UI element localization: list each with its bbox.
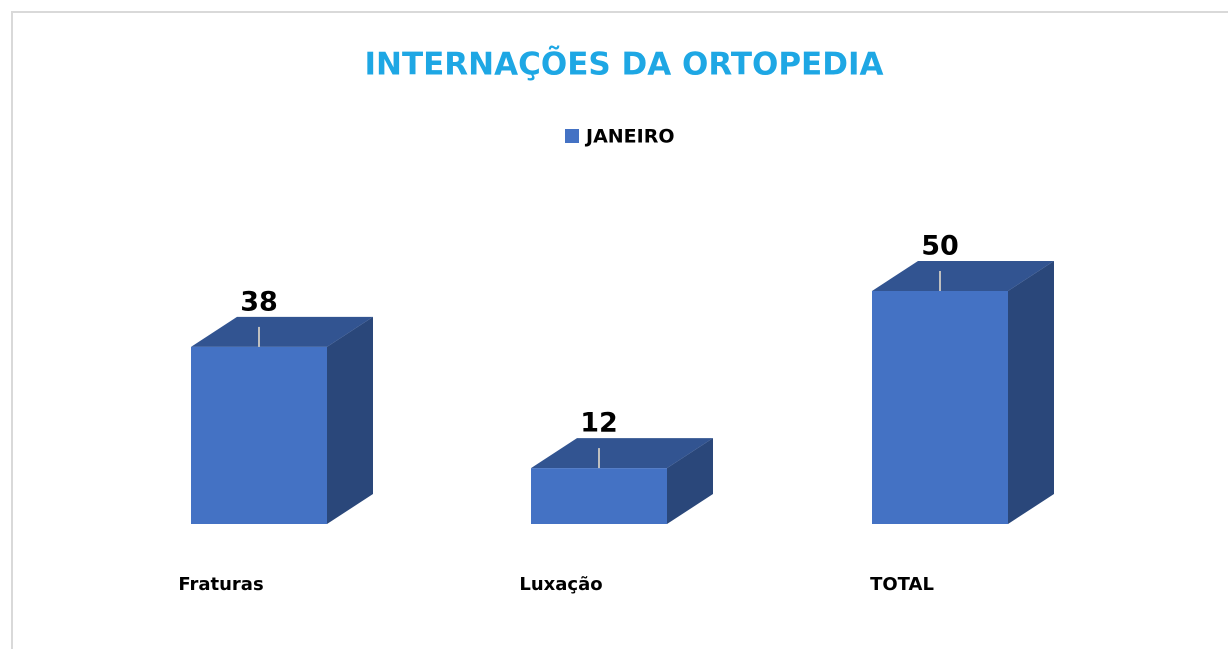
- x-tick-label: Luxação: [519, 574, 602, 595]
- bar-front: [872, 291, 1008, 524]
- bar-side: [667, 438, 713, 524]
- x-tick-label: Fraturas: [178, 574, 263, 595]
- bar-top: [191, 316, 373, 347]
- bar: [531, 438, 713, 524]
- bar-side: [327, 316, 373, 524]
- bar-front: [191, 346, 327, 524]
- bar-side: [1008, 261, 1054, 524]
- legend-swatch: [565, 129, 579, 143]
- bar-front: [531, 468, 667, 524]
- chart-title: INTERNAÇÕES DA ORTOPEDIA: [364, 46, 883, 83]
- data-label: 50: [921, 231, 959, 262]
- bar: [191, 316, 373, 524]
- bar-top: [531, 438, 713, 469]
- bar: [872, 261, 1054, 524]
- bar-top: [872, 261, 1054, 291]
- x-tick-label: TOTAL: [870, 574, 934, 595]
- data-label: 12: [580, 408, 618, 439]
- legend-label: JANEIRO: [584, 126, 675, 148]
- data-label: 38: [240, 286, 278, 317]
